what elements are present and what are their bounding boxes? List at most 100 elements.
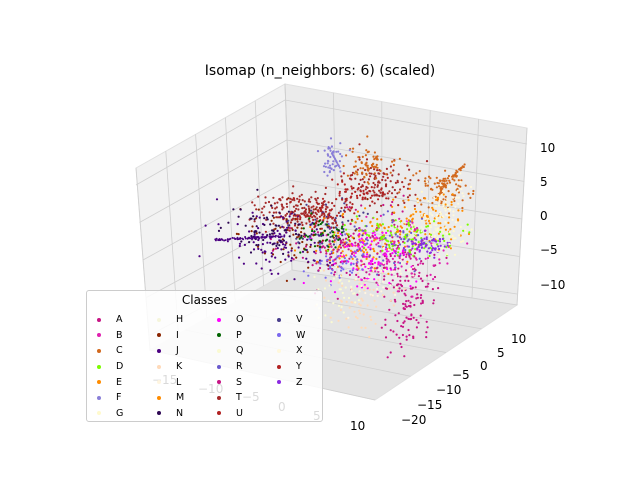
point-L [371,294,374,297]
point-G [459,225,462,229]
point-N [288,235,291,238]
point-A [398,336,401,339]
legend-item-T: T [207,390,243,406]
legend-label: I [176,329,179,341]
point-L [401,256,404,259]
point-J [285,231,288,234]
point-V [314,218,317,221]
point-P [341,225,344,228]
point-U [338,192,341,195]
grid-line [286,139,525,182]
point-D [394,219,397,222]
point-P [304,248,307,251]
legend-marker [217,317,221,322]
point-C [372,155,375,158]
point-U [336,183,339,186]
point-C [365,149,368,152]
point-L [369,293,372,296]
point-X [439,211,442,214]
point-C [448,181,452,184]
legend-item-R: R [207,359,243,375]
point-A [402,302,405,305]
point-T [314,190,317,193]
point-W [308,237,311,240]
point-Y [288,229,291,232]
point-N [277,224,280,227]
point-T [290,219,293,222]
point-C [442,182,445,185]
point-K [368,335,371,339]
legend-marker [157,380,161,385]
point-Q [337,304,341,307]
point-R [327,222,330,226]
point-X [451,196,455,199]
point-K [350,288,353,291]
point-T [274,207,277,210]
point-H [434,227,437,230]
point-P [319,245,322,249]
point-M [405,217,408,220]
point-G [434,205,437,208]
point-E [360,219,363,222]
point-L [376,294,379,297]
point-I [316,244,319,247]
point-P [337,229,340,232]
point-I [285,279,288,282]
point-H [411,227,414,230]
point-Y [292,197,295,200]
legend-marker [217,348,221,353]
grid-line [288,179,523,220]
point-U [346,188,349,191]
point-J [220,238,223,241]
point-T [281,208,284,211]
point-A [394,314,397,317]
point-W [324,276,327,279]
point-Q [317,288,320,291]
point-W [329,267,332,270]
legend-item-H: H [147,312,184,328]
legend-label: A [116,314,123,326]
point-X [448,185,451,188]
point-W [345,259,348,262]
point-D [448,233,451,236]
point-R [384,237,387,240]
point-S [339,241,342,244]
point-K [381,294,385,297]
point-P [299,251,302,254]
point-F [329,155,332,159]
point-I [291,228,294,231]
legend-item-F: F [87,390,123,406]
point-B [349,234,352,237]
point-T [295,207,298,210]
point-T [399,188,402,191]
point-M [461,209,464,212]
point-T [397,173,400,176]
point-T [379,191,382,194]
point-D [372,216,375,219]
point-R [420,217,424,220]
point-A [409,305,412,308]
point-T [262,214,265,217]
point-Z [434,248,437,251]
point-U [350,207,353,210]
point-X [461,192,464,195]
point-T [425,160,429,163]
point-V [332,243,335,246]
point-G [416,200,419,203]
point-C [371,162,375,166]
point-Y [322,219,325,222]
point-C [429,188,433,191]
point-G [430,235,434,238]
point-V [310,209,313,212]
point-L [412,266,415,269]
point-A [404,269,408,272]
point-R [394,252,397,255]
point-J [261,233,264,236]
point-Z [429,251,432,254]
point-X [436,213,439,217]
point-C [462,165,465,169]
point-R [409,220,412,223]
point-P [302,227,305,230]
point-A [400,284,404,288]
